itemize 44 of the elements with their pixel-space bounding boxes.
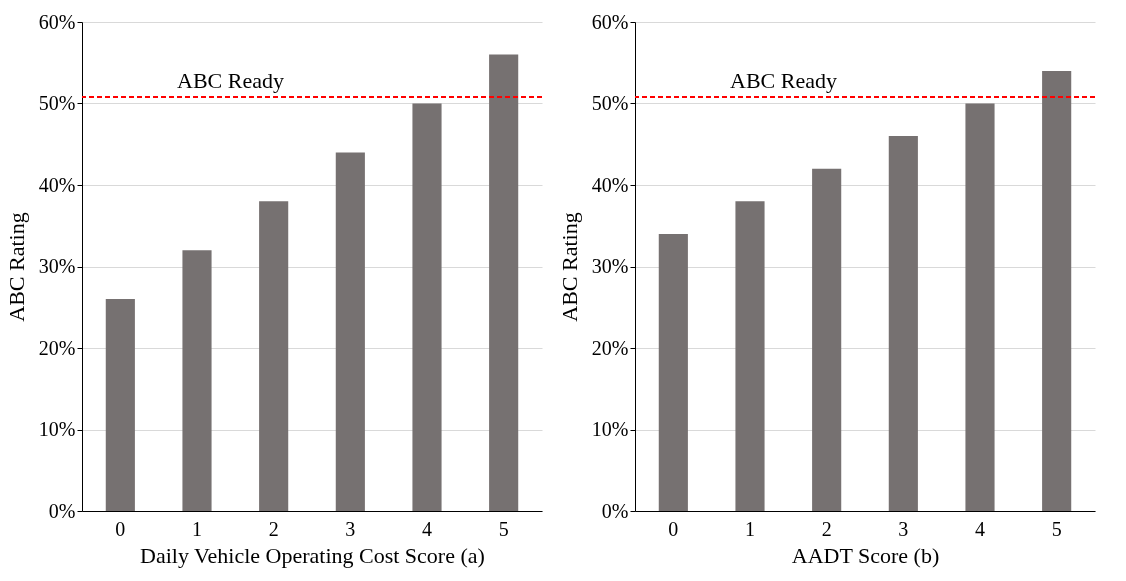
y-tick-label: 20% (591, 336, 629, 359)
bar (658, 233, 688, 511)
x-axis-title: AADT Score (b) (791, 542, 940, 568)
bar (412, 103, 442, 511)
y-tick-label: 10% (591, 418, 629, 440)
bar (812, 168, 842, 511)
y-tick-label: 10% (38, 418, 76, 440)
y-tick-label: 30% (38, 255, 76, 277)
bar (965, 103, 995, 511)
y-tick-label: 50% (38, 92, 76, 114)
x-tick-label: 0 (668, 517, 679, 540)
x-tick-label: 3 (345, 517, 356, 540)
x-tick-label: 0 (115, 517, 126, 540)
y-tick-label: 40% (591, 173, 629, 196)
ref-line-label: ABC Ready (730, 67, 837, 93)
y-tick-label: 50% (591, 92, 629, 114)
y-axis-title: ABC Rating (556, 212, 582, 322)
y-tick-label: 60% (38, 10, 76, 33)
y-axis-title: ABC Rating (3, 212, 29, 322)
bar (735, 201, 765, 511)
y-tick-label: 30% (591, 255, 629, 277)
x-tick-label: 1 (192, 517, 202, 540)
bar (105, 299, 135, 511)
bar (335, 152, 365, 511)
x-tick-label: 2 (821, 517, 832, 540)
x-tick-label: 4 (975, 517, 985, 540)
y-tick-label: 0% (48, 499, 76, 522)
x-axis-title: Daily Vehicle Operating Cost Score (a) (140, 542, 485, 568)
x-tick-label: 5 (1051, 517, 1062, 540)
bar (259, 201, 289, 511)
ref-line-label: ABC Ready (177, 67, 284, 93)
bar (1042, 70, 1072, 511)
x-tick-label: 1 (745, 517, 755, 540)
y-tick-label: 60% (591, 10, 629, 33)
x-tick-label: 4 (422, 517, 432, 540)
x-tick-label: 3 (898, 517, 909, 540)
y-tick-label: 0% (601, 499, 629, 522)
x-tick-label: 5 (498, 517, 509, 540)
bar (489, 54, 519, 511)
bar (182, 250, 212, 511)
x-tick-label: 2 (268, 517, 279, 540)
y-tick-label: 40% (38, 173, 76, 196)
bar (888, 136, 918, 511)
y-tick-label: 20% (38, 336, 76, 359)
